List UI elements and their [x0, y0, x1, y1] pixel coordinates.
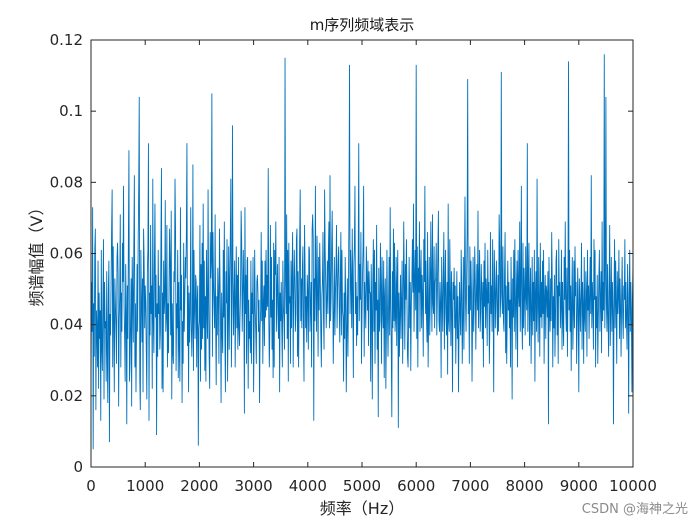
x-tick-label: 8000	[506, 477, 544, 495]
y-tick-label: 0.1	[59, 102, 83, 120]
y-tick-label: 0.12	[50, 31, 83, 49]
x-tick-label: 3000	[235, 477, 273, 495]
plot-frame	[90, 39, 634, 468]
watermark: CSDN @海神之光	[581, 502, 688, 517]
x-tick-label: 1000	[126, 477, 164, 495]
plot-area	[91, 40, 633, 467]
y-tick-label: 0.02	[50, 387, 83, 405]
series-line	[90, 54, 634, 450]
x-tick-label: 7000	[451, 477, 489, 495]
x-tick-label: 5000	[343, 477, 381, 495]
y-tick-label: 0.08	[50, 173, 83, 191]
y-tick-label: 0.06	[50, 245, 83, 263]
x-tick-label: 4000	[289, 477, 327, 495]
y-tick-label: 0.04	[50, 316, 83, 334]
x-tick-label: 0	[86, 477, 96, 495]
x-axis-label: 频率（Hz）	[320, 499, 404, 518]
x-tick-label: 6000	[397, 477, 435, 495]
x-tick-label: 9000	[560, 477, 598, 495]
y-tick-label: 0	[73, 458, 83, 476]
chart-title: m序列频域表示	[310, 16, 415, 34]
x-tick-label: 10000	[609, 477, 657, 495]
x-tick-label: 2000	[180, 477, 218, 495]
series-layer	[90, 54, 634, 450]
ticks-layer: 0 1000 2000 3000 4000 5000 6000 7000 8000 9000 100…	[50, 31, 657, 495]
y-axis-label: 频谱幅值（V）	[27, 200, 46, 307]
